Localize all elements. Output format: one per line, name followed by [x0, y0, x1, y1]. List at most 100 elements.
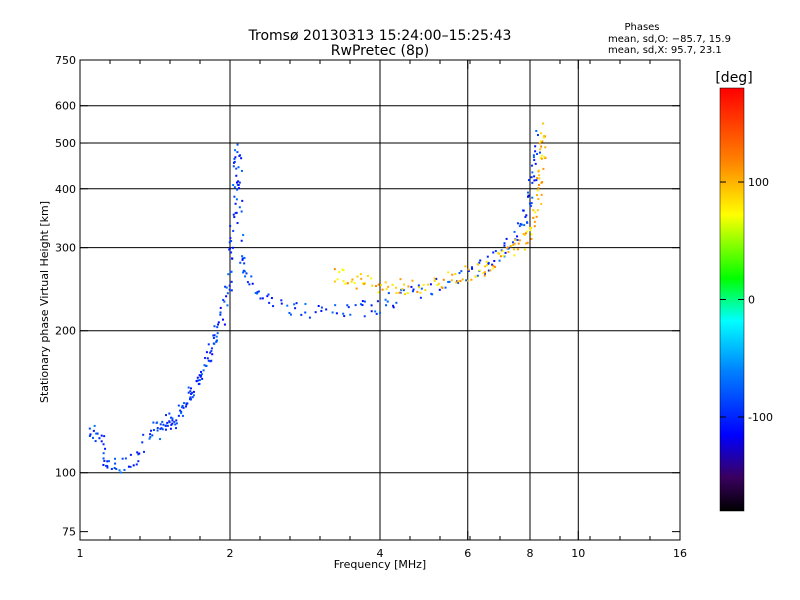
data-point [159, 423, 162, 426]
data-point [441, 286, 444, 289]
data-point [175, 427, 178, 430]
data-point [325, 308, 328, 311]
data-point [165, 424, 168, 427]
data-point [200, 373, 203, 376]
data-point [540, 193, 543, 196]
data-point [280, 302, 283, 305]
data-point [416, 290, 419, 293]
data-point [499, 255, 502, 258]
data-point [526, 221, 529, 224]
data-point [267, 293, 270, 296]
data-point [259, 297, 262, 300]
data-point [244, 275, 247, 278]
data-point [245, 272, 248, 275]
data-point [498, 252, 501, 255]
data-point [450, 279, 453, 282]
data-point [232, 213, 235, 216]
data-point [156, 421, 159, 424]
data-point [200, 370, 203, 373]
data-point [164, 428, 167, 431]
data-point [531, 171, 534, 174]
data-point [187, 391, 190, 394]
data-point [528, 202, 531, 205]
data-point [361, 304, 364, 307]
data-point [391, 283, 394, 286]
data-point [486, 255, 489, 258]
data-point [532, 156, 535, 159]
data-point [257, 290, 260, 293]
data-point [544, 146, 547, 149]
stats-heading: Phases [624, 22, 659, 33]
data-point [231, 246, 234, 249]
data-point [189, 398, 192, 401]
data-point [234, 202, 237, 205]
data-point [537, 170, 540, 173]
data-point [524, 216, 527, 219]
data-point [229, 270, 232, 273]
data-point [103, 435, 106, 438]
data-point [447, 281, 450, 284]
data-point [240, 239, 243, 242]
data-point [356, 275, 359, 278]
data-point [225, 286, 228, 289]
data-point [240, 157, 243, 160]
data-point [235, 174, 238, 177]
data-point [359, 303, 362, 306]
data-point [246, 281, 249, 284]
data-point [203, 357, 206, 360]
data-point [532, 209, 535, 212]
data-point [384, 298, 387, 301]
data-point [534, 145, 537, 148]
data-point [237, 183, 240, 186]
data-point [168, 412, 171, 415]
data-point [514, 239, 517, 242]
data-point [536, 134, 539, 137]
data-point [225, 295, 228, 298]
stats-o-line: mean, sd,O: −85.7, 15.9 [608, 34, 731, 45]
data-point [230, 289, 233, 292]
y-tick-label: 300 [55, 242, 76, 255]
data-point [197, 383, 200, 386]
data-point [507, 247, 510, 250]
data-point [440, 285, 443, 288]
data-point [411, 290, 414, 293]
data-point [526, 195, 529, 198]
data-point [535, 179, 538, 182]
data-point [478, 261, 481, 264]
data-point [198, 374, 201, 377]
data-point [477, 263, 480, 266]
data-point [170, 423, 173, 426]
data-point [387, 285, 390, 288]
data-point [95, 432, 98, 435]
data-point [347, 306, 350, 309]
data-point [505, 237, 508, 240]
data-point [200, 374, 203, 377]
data-point [537, 183, 540, 186]
data-point [363, 315, 366, 318]
data-point [485, 264, 488, 267]
data-point [511, 241, 514, 244]
data-point [334, 304, 337, 307]
data-point [401, 288, 404, 291]
data-point [503, 244, 506, 247]
stats-x-line: mean, sd,X: 95.7, 23.1 [608, 45, 722, 56]
data-point [228, 284, 231, 287]
data-point [398, 291, 401, 294]
data-point [196, 376, 199, 379]
data-point [189, 387, 192, 390]
data-point [342, 280, 345, 283]
data-point [543, 156, 546, 159]
data-point [418, 286, 421, 289]
data-point [104, 464, 107, 467]
y-tick-label: 200 [55, 325, 76, 338]
data-point [412, 288, 415, 291]
data-point [137, 460, 140, 463]
data-point [456, 280, 459, 283]
data-point [492, 267, 495, 270]
data-point [241, 255, 244, 258]
data-point [541, 154, 544, 157]
data-point [539, 148, 542, 151]
data-point [219, 313, 222, 316]
y-tick-label: 500 [55, 137, 76, 150]
data-point [504, 251, 507, 254]
